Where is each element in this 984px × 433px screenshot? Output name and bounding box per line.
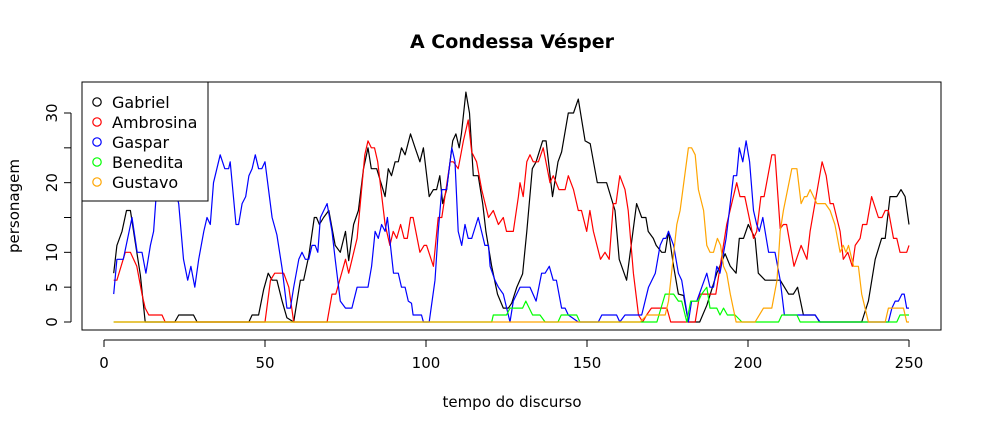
y-axis-title: personagem — [5, 159, 23, 253]
y-tick-label: 0 — [43, 317, 61, 327]
y-tick-label: 10 — [43, 243, 61, 262]
legend-marker-icon — [92, 97, 102, 107]
legend-marker-icon — [92, 117, 102, 127]
x-tick-label: 150 — [573, 354, 602, 372]
x-axis: 0 50 100 150 200 250 — [99, 339, 924, 372]
legend-box — [81, 81, 209, 202]
x-tick-label: 0 — [99, 354, 109, 372]
x-axis-title: tempo do discurso — [442, 393, 581, 411]
series-line-gaspar — [113, 140, 909, 323]
legend-marker-icon — [92, 157, 102, 167]
y-tick-label: 20 — [43, 173, 61, 192]
series-layer — [113, 91, 910, 323]
series-line-gabriel — [113, 91, 910, 323]
legend-marker-icon — [92, 177, 102, 187]
x-tick-label: 50 — [255, 354, 274, 372]
x-tick-label: 200 — [734, 354, 763, 372]
y-tick-label: 30 — [43, 103, 61, 122]
legend-label: Ambrosina — [112, 113, 197, 132]
chart-title: A Condessa Vésper — [410, 31, 615, 53]
y-axis: 0 5 10 20 30 — [43, 103, 72, 327]
legend-label: Gabriel — [112, 93, 170, 112]
legend-label: Gaspar — [112, 133, 170, 152]
series-line-benedita — [113, 286, 909, 323]
legend-label: Gustavo — [112, 173, 178, 192]
plot-frame — [81, 81, 942, 331]
x-tick-label: 100 — [412, 354, 441, 372]
x-tick-label: 250 — [895, 354, 924, 372]
series-line-gustavo — [113, 147, 909, 323]
legend-marker-icon — [92, 137, 102, 147]
series-line-ambrosina — [113, 119, 910, 323]
y-tick-label: 5 — [43, 282, 61, 292]
legend-label: Benedita — [112, 153, 183, 172]
